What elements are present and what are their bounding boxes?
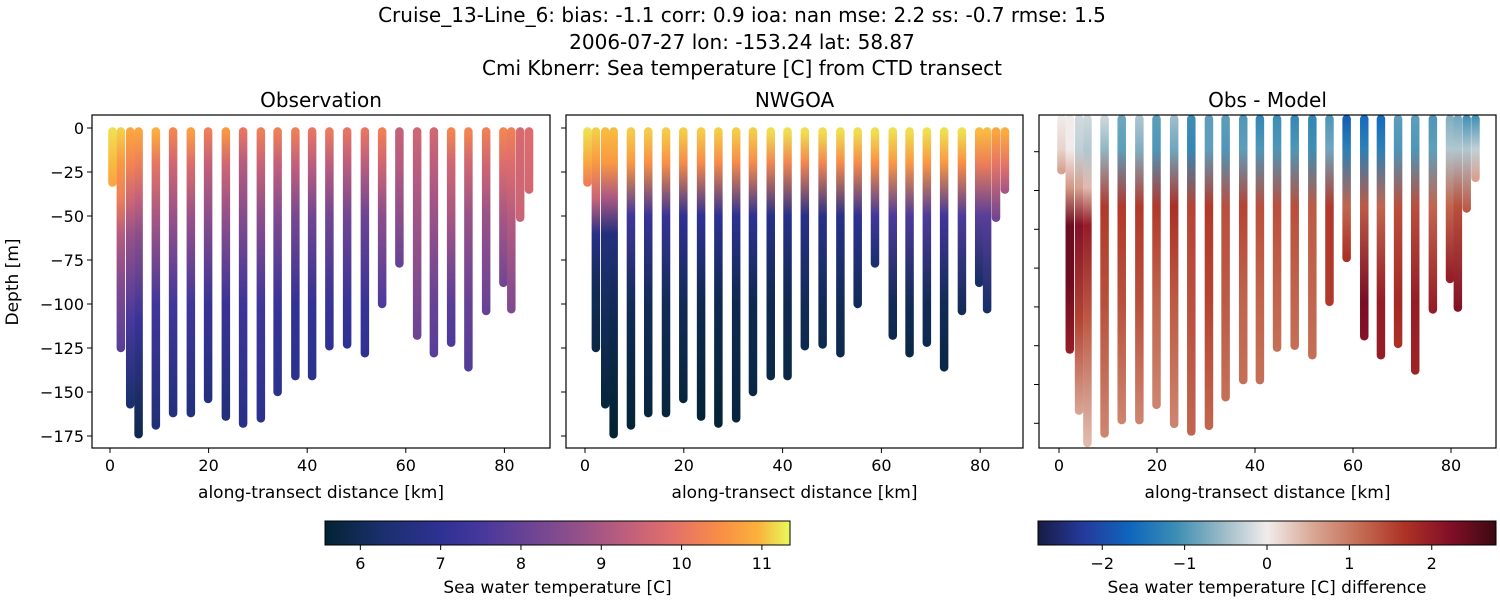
panel-diff: Obs - Model 0 20 40 60 80 along-transect dista… [1034,88,1497,503]
x-axis-label: along-transect distance [km] [672,483,918,503]
colorbar-label: Sea water temperature [C] difference [1107,578,1426,598]
y-tick-label: −125 [40,339,84,358]
colorbar-tick-label: 9 [596,554,606,573]
x-tick-label: 80 [1441,456,1461,475]
plot-frame [1038,114,1497,449]
title-line-1: Cruise_13-Line_6: bias: -1.1 corr: 0.9 i… [378,3,1106,27]
y-tick-label: −150 [40,383,84,402]
colorbar-gradient [1037,520,1497,546]
colorbar-tick-label: −1 [1173,554,1197,573]
colorbar-gradient [324,520,791,546]
x-tick-label: 20 [1147,456,1167,475]
x-tick-label: 40 [297,456,317,475]
y-tick-label: −175 [40,427,84,446]
x-tick-label: 0 [1054,456,1064,475]
colorbar-tick-label: 6 [355,554,365,573]
x-tick-label: 80 [970,456,990,475]
colorbar-1: 6 7 8 9 10 11 Sea water temperature [C] [324,520,791,598]
x-tick-label: 0 [580,456,590,475]
panel-obs: Observation 0 20 40 60 80 along-transect dista… [3,88,551,503]
y-tick-label: −75 [50,251,84,270]
x-tick-label: 80 [494,456,514,475]
x-axis-label: along-transect distance [km] [198,483,444,503]
title-line-3: Cmi Kbnerr: Sea temperature [C] from CTD… [482,56,1002,80]
y-tick-label: −100 [40,295,84,314]
x-axis-label: along-transect distance [km] [1145,483,1391,503]
x-tick-label: 60 [396,456,416,475]
x-tick-label: 0 [105,456,115,475]
title-line-2: 2006-07-27 lon: -153.24 lat: 58.87 [569,30,915,54]
colorbar-tick-label: 11 [752,554,772,573]
colorbar-label: Sea water temperature [C] [443,578,671,598]
colorbar-tick-label: 8 [516,554,526,573]
x-tick-label: 20 [674,456,694,475]
panel-model: NWGOA 0 20 40 60 80 along-transect distance [k… [561,88,1024,503]
plot-frame [565,114,1024,449]
y-tick-label: −50 [50,207,84,226]
colorbar-tick-label: 2 [1427,554,1437,573]
x-tick-label: 40 [1245,456,1265,475]
x-tick-label: 20 [198,456,218,475]
y-axis-label: Depth [m] [3,238,23,325]
panel-title: NWGOA [755,88,835,112]
colorbar-tick-label: 0 [1262,554,1272,573]
x-tick-label: 40 [772,456,792,475]
x-tick-label: 60 [1343,456,1363,475]
colorbar-tick-label: 7 [436,554,446,573]
y-tick-label: −25 [50,163,84,182]
panel-title: Observation [260,88,382,112]
y-tick-label: 0 [74,119,84,138]
colorbar-tick-label: −2 [1090,554,1114,573]
colorbar-tick-label: 10 [671,554,691,573]
x-tick-label: 60 [871,456,891,475]
panel-title: Obs - Model [1208,88,1327,112]
colorbar-tick-label: 1 [1344,554,1354,573]
plot-frame [91,114,551,449]
